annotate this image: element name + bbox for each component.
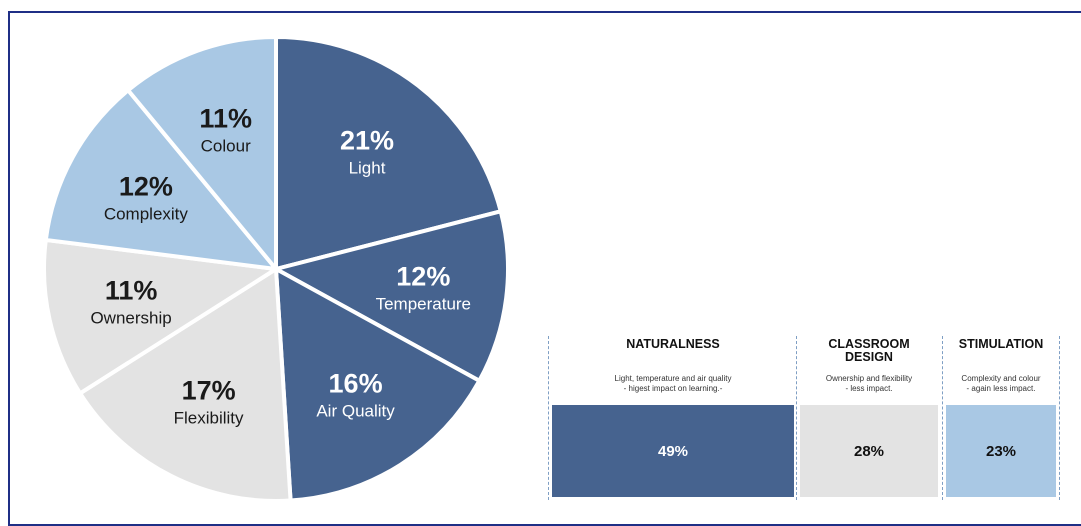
- slice-percent-label: 11%: [105, 275, 158, 305]
- pie-chart: 21% Light 12% Temperature 16% Air Quality 17% F…: [42, 35, 510, 503]
- column-description: Complexity and colour - again less impac…: [961, 374, 1041, 393]
- column-naturalness: NATURALNESS Light, temperature and air q…: [552, 336, 794, 500]
- column-value: 23%: [985, 442, 1017, 460]
- slice-name-label: Complexity: [104, 204, 189, 223]
- divider-line: [548, 336, 549, 500]
- column-value: 28%: [853, 442, 885, 460]
- slice-name-label: Ownership: [90, 308, 171, 327]
- category-summary: NATURALNESS Light, temperature and air q…: [548, 336, 1060, 500]
- pie-slice-ownership: [42, 237, 278, 396]
- column-value-bar: 23%: [946, 405, 1056, 497]
- pie-slice-complexity: [43, 88, 278, 271]
- pie-slice-flexibility: [78, 267, 293, 503]
- column-value-bar: 28%: [800, 405, 938, 497]
- column-classroom-design: CLASSROOM DESIGN Ownership and flexibili…: [800, 336, 938, 500]
- slice-name-label: Colour: [201, 136, 251, 155]
- slice-name-label: Light: [349, 159, 386, 178]
- slice-name-label: Air Quality: [316, 401, 395, 420]
- slice-percent-label: 12%: [396, 262, 450, 292]
- slice-percent-label: 11%: [199, 103, 252, 133]
- divider-line: [1059, 336, 1060, 500]
- slice-percent-label: 12%: [119, 171, 173, 201]
- column-title: STIMULATION: [958, 337, 1044, 351]
- slice-percent-label: 16%: [329, 368, 383, 398]
- pie-slice-temperature: [274, 209, 510, 383]
- slice-percent-label: 17%: [182, 375, 236, 405]
- pie-slice-air-quality: [274, 267, 482, 503]
- divider-line: [942, 336, 943, 500]
- divider-line: [796, 336, 797, 500]
- column-value: 49%: [657, 442, 689, 460]
- slice-percent-label: 21%: [340, 126, 394, 156]
- column-value-bar: 49%: [552, 405, 794, 497]
- column-description: Ownership and flexibility - less impact.: [825, 374, 913, 393]
- column-title: NATURALNESS: [626, 337, 720, 351]
- column-stimulation: STIMULATION Complexity and colour - agai…: [946, 336, 1056, 500]
- pie-slice-light: [274, 35, 503, 271]
- slice-name-label: Temperature: [376, 295, 471, 314]
- column-description: Light, temperature and air quality - hig…: [614, 374, 732, 393]
- pie-slice-colour: [126, 35, 278, 271]
- slice-name-label: Flexibility: [174, 408, 244, 427]
- column-title: CLASSROOM DESIGN: [828, 337, 910, 364]
